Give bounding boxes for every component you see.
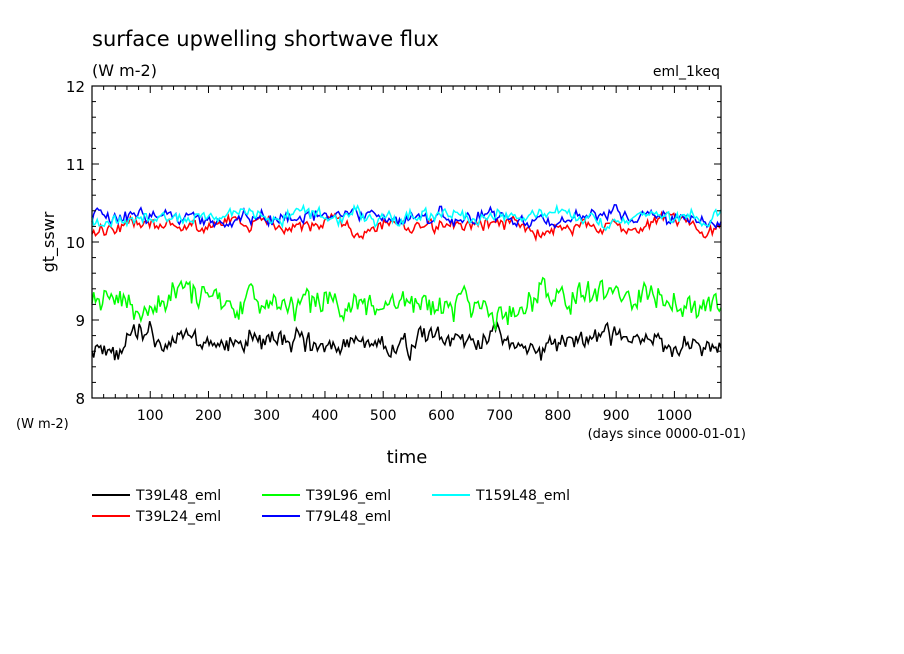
legend-entry: T39L96_eml: [305, 488, 391, 504]
x-tick-label: 900: [603, 408, 630, 424]
x-axis-units: (days since 0000-01-01): [588, 427, 746, 442]
x-tick-label: 1000: [657, 408, 693, 424]
x-tick-label: 500: [370, 408, 397, 424]
x-tick-label: 800: [545, 408, 572, 424]
y-tick-label: 10: [66, 234, 85, 252]
series-line: [91, 203, 722, 230]
series-line: [91, 203, 722, 232]
plot-frame: [91, 85, 722, 399]
x-tick-label: 700: [486, 408, 513, 424]
x-tick-label: 200: [195, 408, 222, 424]
y-tick-label: 8: [75, 390, 85, 408]
y-tick-label: 11: [66, 156, 85, 174]
x-axis-label: time: [387, 447, 428, 468]
y-axis-label: gt_sswr: [39, 211, 59, 272]
chart-title: surface upwelling shortwave flux: [92, 27, 439, 51]
y-tick-label: 9: [75, 312, 85, 330]
legend: T39L48_eml T39L24_eml T39L96_eml T79L48_eml…: [92, 488, 570, 525]
experiment-annotation: eml_1keq: [653, 64, 720, 80]
legend-entry: T79L48_eml: [305, 509, 391, 525]
legend-entry: T159L48_eml: [475, 488, 570, 504]
axis-ticks: 100 200 300 400 500 600 700 800 900 1000 8 9 10 11 12: [66, 78, 722, 424]
legend-entry: T39L24_eml: [135, 509, 221, 525]
legend-entry: T39L48_eml: [135, 488, 221, 504]
x-tick-label: 100: [137, 408, 164, 424]
series-line: [91, 320, 722, 361]
chart-subtitle: (W m-2): [92, 61, 157, 80]
x-tick-label: 400: [312, 408, 339, 424]
y-tick-label: 12: [66, 78, 85, 96]
series-line: [91, 276, 722, 331]
x-tick-label: 600: [428, 408, 455, 424]
series-layer: [91, 203, 722, 361]
series-line: [91, 210, 722, 243]
x-tick-label: 300: [253, 408, 280, 424]
y-axis-units: (W m-2): [16, 417, 69, 432]
